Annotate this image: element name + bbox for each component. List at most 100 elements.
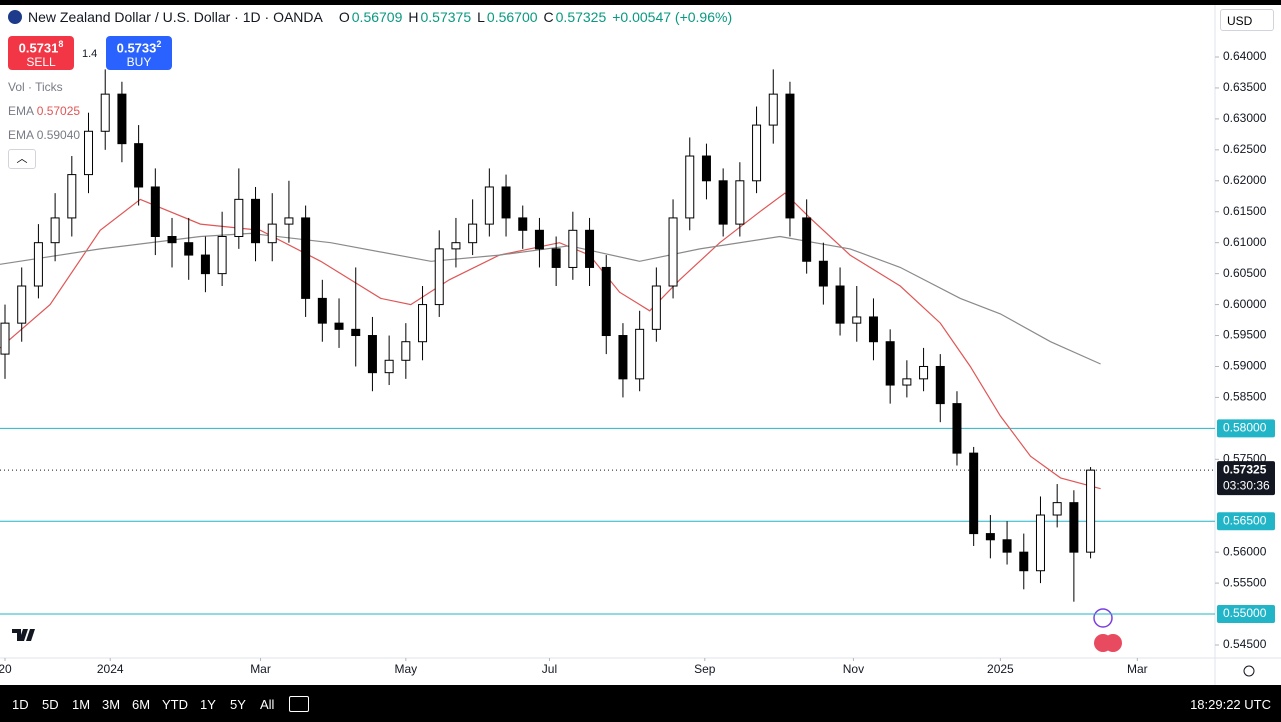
candle-body [184, 242, 194, 256]
spread: 1.4 [82, 48, 98, 60]
collapse-button[interactable]: ︿ [8, 149, 36, 169]
sell-label: SELL [26, 55, 56, 70]
buy-label: BUY [126, 55, 152, 70]
candle-body [17, 285, 27, 324]
top-strip [0, 0, 1281, 5]
candle-body [651, 285, 661, 330]
candle-body [0, 322, 10, 355]
y-tick-label: 0.63500 [1223, 80, 1267, 94]
logo [12, 629, 35, 641]
y-tick-label: 0.58500 [1223, 390, 1267, 404]
sell-button[interactable]: 0.57318 SELL [8, 36, 74, 70]
candle-body [301, 217, 311, 299]
y-tick-label: 0.54500 [1223, 637, 1267, 651]
volume-legend: Vol · Ticks [8, 80, 63, 94]
candle-body [351, 328, 361, 337]
flag-icon[interactable] [1104, 634, 1122, 652]
candle-body [919, 365, 929, 380]
candle-body [67, 174, 77, 219]
range-button[interactable]: 3M [102, 697, 121, 712]
candle-body [735, 180, 745, 225]
ohlc-value: 0.57325 [555, 9, 607, 25]
buy-price: 0.5733 [116, 40, 157, 56]
range-button[interactable]: 1Y [200, 697, 216, 712]
candle-body [852, 316, 862, 324]
candle-body [785, 93, 795, 219]
y-tick-label: 0.64000 [1223, 49, 1267, 63]
y-tick-label: 0.60000 [1223, 297, 1267, 311]
ohlc-key: C [543, 9, 554, 25]
level-badge [1217, 419, 1275, 438]
candle-body [585, 229, 595, 268]
y-tick-label: 0.62500 [1223, 142, 1267, 156]
candle-body [518, 217, 528, 231]
candle-body [217, 235, 227, 275]
currency[interactable]: USD [1220, 9, 1274, 31]
x-tick-label: 2024 [97, 662, 124, 676]
x-tick-label: 20 [0, 662, 12, 676]
y-tick-label: 0.59500 [1223, 328, 1267, 342]
flag [8, 10, 22, 24]
range-button[interactable]: 5D [42, 697, 59, 712]
candle-body [418, 304, 428, 343]
x-tick-label: 2025 [987, 662, 1014, 676]
clock: 18:29:22 UTC [1190, 697, 1271, 712]
candle-body [384, 359, 394, 374]
y-tick-label: 0.60500 [1223, 266, 1267, 280]
candle-body [551, 248, 561, 268]
candle-body [167, 235, 177, 244]
y-tick-label: 0.61000 [1223, 235, 1267, 249]
sell-pip: 8 [58, 39, 64, 49]
candle-body [1052, 502, 1062, 516]
candle-body [367, 335, 377, 374]
y-tick-label: 0.59000 [1223, 359, 1267, 373]
candle-body [33, 242, 43, 287]
candle-body [251, 198, 261, 244]
range-button[interactable]: 6M [132, 697, 151, 712]
toolbar: 18:29:22 UTC 1D 5D 1M 3M 6M YTD 1Y 5Y All [0, 685, 1281, 722]
ema-name: EMA [8, 128, 34, 142]
ohlc-key: H [408, 9, 419, 25]
candle-body [267, 223, 277, 244]
candle-body [701, 155, 711, 182]
range-button[interactable]: 5Y [230, 697, 246, 712]
level-badge [1217, 512, 1275, 531]
buy-pip: 2 [156, 39, 162, 49]
candle-body [534, 229, 544, 250]
ema-legend: EMA 0.59040 [8, 128, 80, 142]
x-tick-label: Sep [694, 662, 716, 676]
ema-line [0, 192, 1101, 490]
candle-body [434, 248, 444, 306]
candle-body [635, 328, 645, 380]
ohlc-value: 0.56700 [486, 9, 538, 25]
range-button[interactable]: All [260, 697, 275, 712]
candle-body [317, 297, 327, 324]
candle-body [952, 403, 962, 454]
range-button[interactable]: 1D [12, 697, 29, 712]
calendar-icon[interactable] [289, 696, 309, 712]
candle-body [234, 198, 244, 237]
buy-button[interactable]: 0.57332 BUY [106, 36, 172, 70]
candle-body [985, 533, 995, 541]
candle-body [969, 452, 979, 535]
y-tick-label: 0.61500 [1223, 204, 1267, 218]
candle-body [868, 316, 878, 343]
event-icon[interactable] [1093, 608, 1113, 628]
ema-value: 0.59040 [36, 128, 81, 142]
x-tick-label: Mar [1127, 662, 1148, 676]
x-tick-label: Nov [843, 662, 864, 676]
candle-body [818, 260, 828, 287]
range-button[interactable]: 1M [72, 697, 91, 712]
range-button[interactable]: YTD [162, 697, 188, 712]
y-tick-label: 0.63000 [1223, 111, 1267, 125]
level-label: 0.58000 [1223, 421, 1267, 435]
candle-body [401, 341, 411, 361]
level-label: 0.56500 [1223, 513, 1267, 527]
candle-body [568, 229, 578, 268]
last-price-badge [1217, 461, 1275, 496]
y-tick-label: 0.56000 [1223, 544, 1267, 558]
settings-icon[interactable] [1243, 665, 1255, 677]
candle-body [451, 242, 461, 250]
ohlc: O 0.56709 H 0.57375 L 0.56700 C 0.57325 [335, 9, 606, 25]
candle-body [501, 186, 511, 219]
